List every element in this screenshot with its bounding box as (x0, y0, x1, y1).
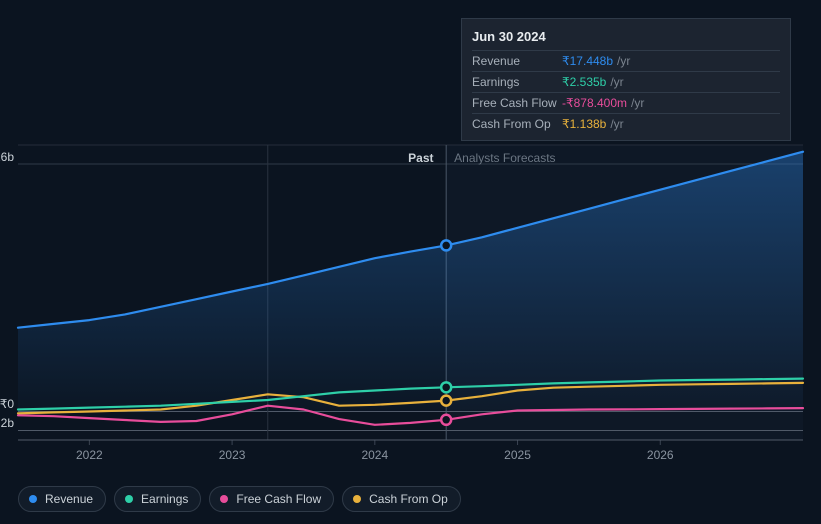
y-axis-label: -₹2b (0, 416, 14, 430)
legend-item-revenue[interactable]: Revenue (18, 486, 106, 512)
legend-dot-icon (125, 495, 133, 503)
legend-dot-icon (353, 495, 361, 503)
legend-dot-icon (29, 495, 37, 503)
y-axis-label: ₹26b (0, 150, 14, 164)
tooltip-row-label: Earnings (472, 75, 562, 89)
tooltip-row: Earnings₹2.535b/yr (472, 71, 780, 92)
x-axis-label: 2025 (504, 448, 531, 462)
tooltip-row: Free Cash Flow-₹878.400m/yr (472, 92, 780, 113)
x-axis-label: 2024 (361, 448, 388, 462)
marker-point (441, 240, 451, 250)
tooltip-row-label: Free Cash Flow (472, 96, 562, 110)
legend-item-cash_from_op[interactable]: Cash From Op (342, 486, 461, 512)
tooltip-row-label: Cash From Op (472, 117, 562, 131)
chart-legend: Revenue Earnings Free Cash Flow Cash From O… (18, 486, 461, 512)
y-axis-label: ₹0 (0, 397, 14, 411)
tooltip-row: Cash From Op₹1.138b/yr (472, 113, 780, 134)
tooltip-row-value: ₹1.138b (562, 117, 606, 131)
x-axis-label: 2023 (219, 448, 246, 462)
region-label-forecast: Analysts Forecasts (454, 151, 555, 165)
marker-point (441, 382, 451, 392)
marker-point (441, 415, 451, 425)
legend-item-label: Revenue (45, 492, 93, 506)
tooltip-row-value: ₹17.448b (562, 54, 613, 68)
legend-item-label: Cash From Op (369, 492, 448, 506)
legend-item-label: Earnings (141, 492, 188, 506)
legend-item-earnings[interactable]: Earnings (114, 486, 201, 512)
tooltip-row: Revenue₹17.448b/yr (472, 50, 780, 71)
legend-dot-icon (220, 495, 228, 503)
tooltip-title: Jun 30 2024 (472, 25, 780, 50)
tooltip-row-value: ₹2.535b (562, 75, 606, 89)
marker-point (441, 396, 451, 406)
tooltip-row-unit: /yr (631, 96, 644, 110)
financials-chart: ₹26b ₹0 -₹2b Past Analysts Forecasts 202… (0, 0, 821, 524)
chart-tooltip: Jun 30 2024 Revenue₹17.448b/yrEarnings₹2… (461, 18, 791, 141)
tooltip-row-unit: /yr (610, 117, 623, 131)
x-axis-label: 2026 (647, 448, 674, 462)
legend-item-label: Free Cash Flow (236, 492, 321, 506)
legend-item-fcf[interactable]: Free Cash Flow (209, 486, 334, 512)
region-label-past: Past (408, 151, 433, 165)
tooltip-row-unit: /yr (610, 75, 623, 89)
tooltip-row-unit: /yr (617, 54, 630, 68)
tooltip-row-value: -₹878.400m (562, 96, 627, 110)
tooltip-row-label: Revenue (472, 54, 562, 68)
revenue-area (18, 152, 803, 412)
x-axis-label: 2022 (76, 448, 103, 462)
